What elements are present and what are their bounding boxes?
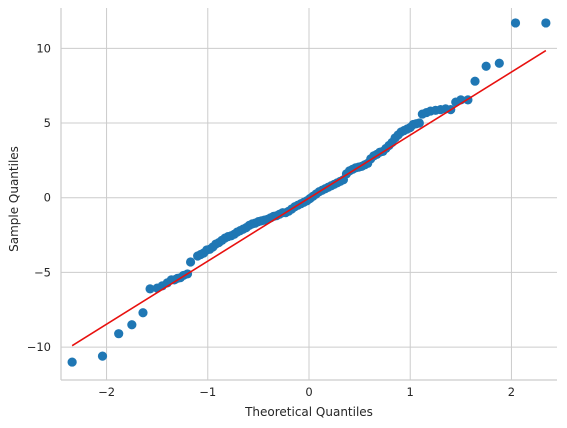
data-point (470, 76, 480, 86)
axes-spines (60, 8, 557, 381)
data-point (67, 357, 77, 367)
y-tick-labels: −10 −5 0 5 10 (27, 41, 51, 354)
data-point (127, 320, 137, 330)
data-point (494, 58, 504, 68)
data-point (481, 61, 491, 71)
x-axis-label: Theoretical Quantiles (244, 405, 373, 419)
x-tick-label: 0 (305, 385, 312, 399)
y-tick-label: 0 (44, 191, 51, 205)
data-point (414, 118, 424, 128)
y-tick-label: −5 (34, 265, 51, 279)
data-point (541, 18, 551, 28)
grid-lines (61, 8, 557, 380)
data-point (185, 257, 196, 267)
x-tick-label: 1 (407, 385, 414, 399)
data-point (97, 351, 108, 361)
reference-line-group (71, 49, 547, 347)
x-tick-label: −1 (199, 385, 216, 399)
x-tick-labels: −2 −1 0 1 2 (98, 385, 515, 399)
data-point (510, 18, 521, 28)
data-point (138, 308, 148, 318)
reference-line (71, 49, 547, 347)
x-tick-label: −2 (98, 385, 115, 399)
y-tick-label: 10 (36, 41, 51, 55)
data-point (114, 329, 124, 339)
data-point (145, 284, 155, 294)
x-tick-label: 2 (508, 385, 515, 399)
y-tick-label: 5 (44, 116, 51, 130)
y-tick-label: −10 (27, 340, 51, 354)
y-axis-label: Sample Quantiles (7, 146, 21, 252)
